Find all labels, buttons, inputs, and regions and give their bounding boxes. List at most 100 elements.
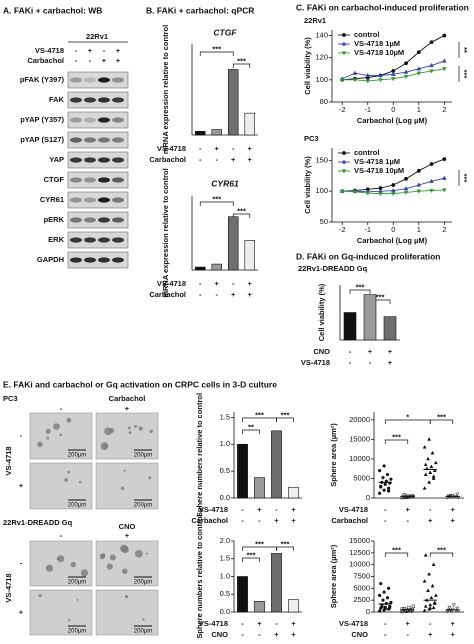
bar: [271, 553, 282, 613]
marker: [378, 72, 383, 78]
bar: [343, 312, 357, 341]
sphere: [134, 424, 138, 428]
condition-sign: +: [291, 505, 296, 514]
band: [112, 217, 124, 223]
y-tick-label: 100: [315, 75, 328, 84]
bar: [288, 486, 299, 499]
marker: [423, 604, 428, 608]
legend-label: VS-4718 1µM: [354, 39, 400, 48]
y-axis-label: mRNA expression relative to control: [161, 168, 170, 297]
condition-sign: +: [215, 144, 220, 153]
band: [98, 137, 110, 143]
marker: [352, 190, 358, 195]
legend-label: VS-4718 10µM: [354, 48, 404, 57]
sphere: [66, 417, 72, 423]
treatment-sign: -: [89, 56, 92, 65]
panel-title: E. FAKi and carbachol or Gq activation o…: [3, 379, 277, 389]
significance-label: ***: [281, 410, 290, 419]
condition-name: Carbachol: [191, 516, 228, 525]
y-tick-label: 0: [366, 493, 370, 502]
x-axis-label: Carbachol (Log µM): [357, 236, 428, 245]
y-tick-label: 0.0: [220, 493, 230, 502]
marker: [433, 593, 438, 597]
sphere: [37, 441, 43, 448]
micrograph: [95, 412, 159, 460]
protein-label: ERK: [48, 235, 64, 244]
band: [98, 117, 110, 123]
condition-sign: -: [232, 144, 235, 153]
micrograph: [29, 589, 93, 636]
bar: [195, 266, 206, 271]
marker: [423, 553, 428, 557]
band: [70, 177, 82, 183]
band: [84, 177, 96, 183]
significance-label: **: [248, 422, 254, 431]
legend-label: control: [354, 30, 379, 39]
marker: [339, 78, 345, 83]
marker: [390, 187, 396, 193]
cell-line: PC3: [3, 394, 18, 403]
sphere: [104, 444, 108, 448]
inhibitor-sign: +: [19, 607, 24, 616]
marker: [428, 470, 433, 474]
marker: [386, 586, 391, 590]
marker: [430, 450, 435, 455]
band: [70, 257, 82, 263]
significance-label: ***: [437, 412, 446, 421]
bar: [244, 240, 256, 271]
marker: [427, 480, 432, 484]
bar: [363, 294, 377, 341]
condition-name: VS-4718: [199, 619, 228, 628]
band: [98, 157, 110, 163]
y-axis-label: Sphere numbers relative to control: [195, 514, 204, 638]
marker: [379, 485, 383, 489]
marker: [386, 489, 391, 493]
marker: [341, 169, 347, 174]
condition-sign: +: [274, 516, 279, 525]
marker: [411, 604, 416, 608]
bar: [211, 129, 223, 136]
panel-title: D. FAKi on Gq-induced proliferation: [296, 251, 441, 261]
condition-sign: -: [407, 630, 410, 639]
x-tick-label: 1: [417, 225, 421, 234]
x-tick-label: 0: [391, 105, 395, 114]
condition-name: Carbachol: [331, 516, 368, 525]
band: [98, 257, 110, 263]
scale-bar-label: 200µm: [134, 580, 152, 586]
y-tick-label: 10000: [349, 560, 370, 569]
y-tick-label: 12500: [349, 548, 370, 557]
protein-label: CTGF: [44, 175, 65, 184]
marker: [342, 33, 346, 37]
band: [112, 197, 124, 203]
marker: [378, 78, 383, 83]
condition-sign: -: [199, 155, 202, 164]
treatment-name: VS-4718: [35, 46, 64, 55]
band: [112, 137, 124, 143]
significance-label: *: [406, 412, 409, 421]
condition-sign: -: [275, 619, 278, 628]
y-axis-label: Sphere area (µm²): [329, 423, 338, 487]
band: [84, 217, 96, 223]
treatment-sign: -: [60, 404, 63, 413]
sphere: [124, 595, 128, 599]
condition-sign: +: [428, 630, 433, 639]
marker: [442, 33, 447, 38]
treatment-name: CNO: [119, 522, 136, 531]
marker: [451, 603, 456, 608]
marker: [442, 175, 447, 180]
condition-sign: +: [231, 155, 236, 164]
treatment-sign: +: [125, 531, 130, 540]
marker: [431, 474, 436, 478]
protein-label: pYAP (S127): [20, 135, 64, 144]
condition-sign: +: [291, 516, 296, 525]
marker: [422, 579, 427, 583]
significance-bracket: [429, 552, 454, 557]
band: [84, 97, 96, 103]
treatment-sign: -: [75, 56, 78, 65]
protein-label: pYAP (Y357): [20, 115, 64, 124]
marker: [341, 159, 347, 164]
marker: [450, 493, 455, 498]
sphere: [67, 618, 71, 622]
legend-label: VS-4718 1µM: [354, 157, 400, 166]
